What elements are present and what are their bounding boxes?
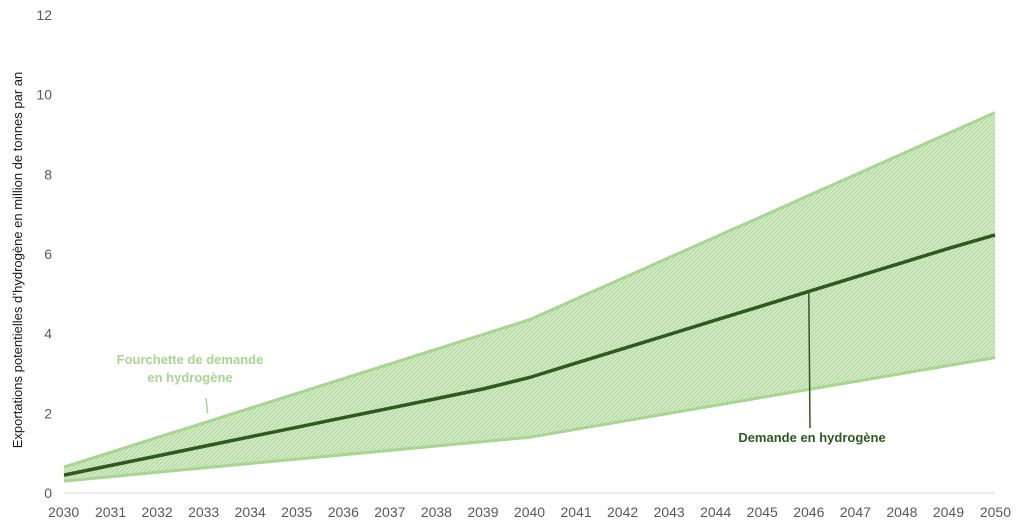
x-tick-label: 2045 bbox=[747, 504, 778, 520]
y-axis-ticks: 0 2 4 6 8 10 12 bbox=[36, 7, 52, 501]
x-tick-label: 2046 bbox=[793, 504, 824, 520]
x-tick-label: 2030 bbox=[48, 504, 79, 520]
x-tick-label: 2034 bbox=[235, 504, 266, 520]
annotation-leader-line bbox=[205, 397, 209, 414]
annotation-leader-line bbox=[808, 291, 811, 429]
x-tick-label: 2042 bbox=[607, 504, 638, 520]
y-tick-label: 10 bbox=[36, 87, 52, 103]
central-demand-line bbox=[63, 233, 996, 477]
annotation-text: Demande en hydrogène bbox=[738, 430, 885, 445]
x-tick-label: 2032 bbox=[142, 504, 173, 520]
range-annotation: Fourchette de demande en hydrogène bbox=[117, 352, 264, 414]
y-tick-label: 4 bbox=[44, 326, 52, 342]
x-tick-label: 2037 bbox=[374, 504, 405, 520]
annotation-text: en hydrogène bbox=[147, 370, 232, 385]
x-axis-ticks: 2030 2031 2032 2033 2034 2035 2036 2037 2038 2039… bbox=[48, 504, 1011, 520]
x-tick-label: 2036 bbox=[328, 504, 359, 520]
x-tick-label: 2039 bbox=[467, 504, 498, 520]
annotations: Fourchette de demande en hydrogène Demande… bbox=[117, 291, 886, 445]
x-tick-label: 2041 bbox=[560, 504, 591, 520]
y-tick-label: 0 bbox=[44, 485, 52, 501]
x-tick-label: 2040 bbox=[514, 504, 545, 520]
annotation-text: Fourchette de demande bbox=[117, 352, 264, 367]
y-tick-label: 2 bbox=[44, 405, 52, 421]
range-band-group bbox=[63, 111, 996, 483]
x-tick-label: 2038 bbox=[421, 504, 452, 520]
x-tick-label: 2050 bbox=[980, 504, 1011, 520]
range-band-lower-line bbox=[63, 356, 996, 483]
x-tick-label: 2043 bbox=[654, 504, 685, 520]
x-tick-label: 2044 bbox=[700, 504, 731, 520]
x-tick-label: 2048 bbox=[886, 504, 917, 520]
central-annotation: Demande en hydrogène bbox=[738, 291, 886, 445]
x-tick-label: 2047 bbox=[840, 504, 871, 520]
range-band-upper-line bbox=[63, 111, 996, 469]
x-tick-label: 2031 bbox=[95, 504, 126, 520]
y-tick-label: 8 bbox=[44, 166, 52, 182]
range-band-area bbox=[64, 112, 995, 482]
y-tick-label: 6 bbox=[44, 246, 52, 262]
y-tick-label: 12 bbox=[36, 7, 52, 23]
x-tick-label: 2033 bbox=[188, 504, 219, 520]
x-tick-label: 2035 bbox=[281, 504, 312, 520]
x-tick-label: 2049 bbox=[933, 504, 964, 520]
y-axis-label: Exportations potentielles d’hydrogène en… bbox=[10, 72, 25, 449]
